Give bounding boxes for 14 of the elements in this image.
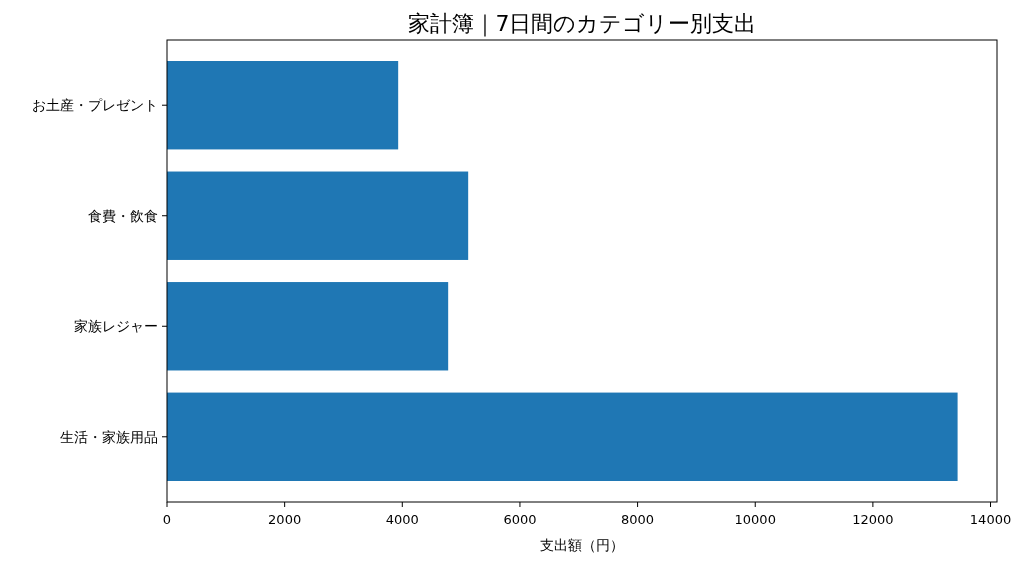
y-tick-label: 食費・飲食: [88, 207, 158, 224]
y-tick-label: お土産・プレゼント: [32, 97, 158, 114]
x-tick-label: 10000: [734, 512, 776, 527]
x-tick-label: 12000: [852, 512, 894, 527]
x-tick-label: 14000: [969, 512, 1012, 527]
x-tick-label: 8000: [621, 512, 655, 527]
x-tick-label: 4000: [385, 512, 419, 527]
x-tick-label: 2000: [268, 512, 302, 527]
x-tick-label: 6000: [503, 512, 537, 527]
x-axis-title: 支出額（円）: [540, 537, 624, 553]
y-tick-label: 家族レジャー: [74, 318, 158, 335]
x-tick-label: 0: [162, 512, 172, 527]
y-tick-label: 生活・家族用品: [60, 428, 158, 445]
chart-title: 家計簿｜7日間のカテゴリー別支出: [407, 11, 757, 37]
